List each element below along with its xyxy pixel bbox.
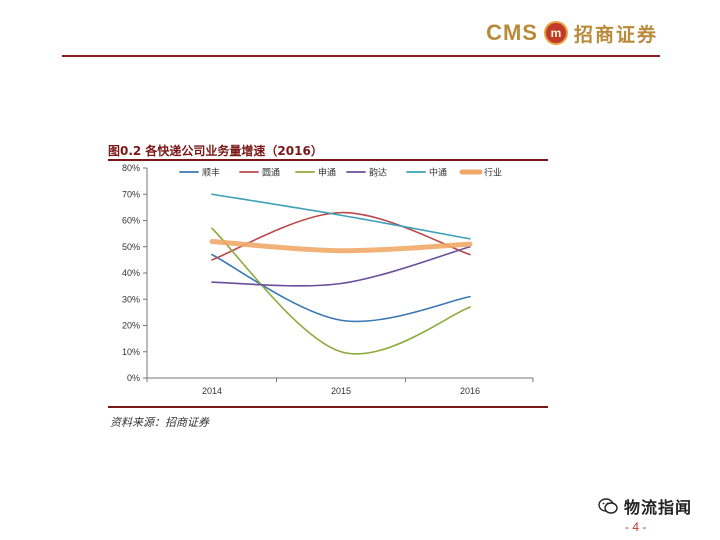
legend-label-5: 行业	[484, 167, 502, 179]
y-tick-label: 0%	[127, 373, 140, 383]
brand-seal-icon: m	[543, 21, 568, 45]
series-line-5	[209, 239, 473, 254]
page-number: - 4 -	[625, 520, 647, 534]
legend-label-4: 中通	[429, 167, 447, 179]
x-tick-label: 2015	[331, 386, 351, 396]
series-line-0	[211, 253, 471, 323]
x-tick-label: 2016	[460, 386, 480, 396]
brand-cms-text: CMS	[486, 20, 538, 45]
x-tick-label: 2014	[202, 386, 222, 396]
y-tick-label: 70%	[122, 189, 140, 199]
legend-label-0: 顺丰	[202, 167, 220, 179]
y-tick-label: 30%	[122, 294, 140, 304]
series-line-3	[211, 245, 471, 287]
header-divider	[62, 55, 660, 57]
series-lines	[209, 193, 473, 355]
series-line-2	[211, 227, 471, 355]
title-divider	[108, 159, 548, 161]
watermark-text: 物流指闻	[624, 498, 693, 517]
y-tick-label: 10%	[122, 347, 140, 357]
y-tick-label: 40%	[122, 268, 140, 278]
series-line-4	[211, 193, 471, 240]
brand-name-text: 招商证券	[573, 23, 658, 46]
legend: 顺丰 圆通 申通 韵达 中通 行业	[179, 167, 502, 179]
legend-label-1: 圆通	[262, 168, 280, 179]
y-tick-label: 60%	[122, 216, 140, 226]
y-tick-label: 50%	[122, 242, 140, 252]
brand-logo: CMS m 招商证券	[486, 18, 658, 48]
source-note: 资料来源：招商证券	[110, 416, 209, 429]
source-divider	[108, 406, 548, 408]
legend-label-3: 韵达	[369, 167, 387, 179]
y-tick-label: 80%	[122, 163, 140, 173]
axes: 0% 10% 20% 30% 40% 50% 60% 70% 80% 2014 2015 2016	[122, 163, 534, 396]
chart-title: 图0.2 各快递公司业务量增速（2016）	[108, 144, 323, 158]
y-tick-label: 20%	[122, 321, 140, 331]
watermark: 物流指闻	[598, 494, 692, 518]
wechat-icon	[598, 498, 618, 514]
legend-label-2: 申通	[318, 167, 336, 179]
